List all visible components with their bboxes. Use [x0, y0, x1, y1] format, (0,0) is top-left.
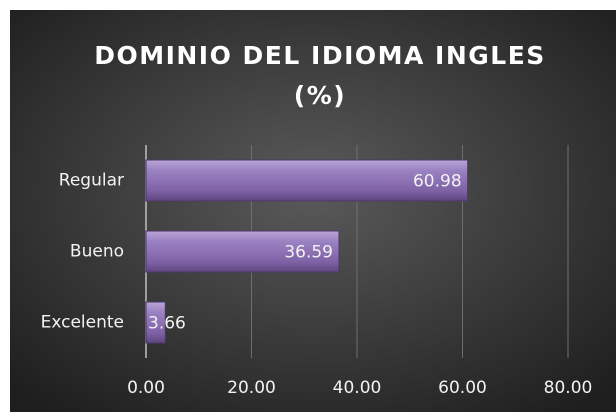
x-tick-label: 40.00	[333, 378, 382, 398]
x-tick-label: 80.00	[544, 378, 593, 398]
chart-title: (%)	[294, 81, 346, 110]
bar	[145, 159, 469, 202]
y-tick-label: Bueno	[70, 242, 124, 262]
x-tick-label: 20.00	[227, 378, 276, 398]
y-tick-label: Excelente	[41, 313, 124, 333]
y-tick-label: Regular	[59, 171, 124, 191]
chart-title: DOMINIO DEL IDIOMA INGLES	[94, 41, 546, 70]
x-tick-label: 0.00	[127, 378, 165, 398]
bar	[145, 230, 340, 273]
bar	[145, 301, 166, 344]
data-label: 36.59	[284, 243, 333, 263]
x-tick-label: 60.00	[438, 378, 487, 398]
data-label: 3.66	[148, 314, 186, 334]
data-label: 60.98	[413, 172, 462, 192]
chart-background	[10, 10, 616, 412]
